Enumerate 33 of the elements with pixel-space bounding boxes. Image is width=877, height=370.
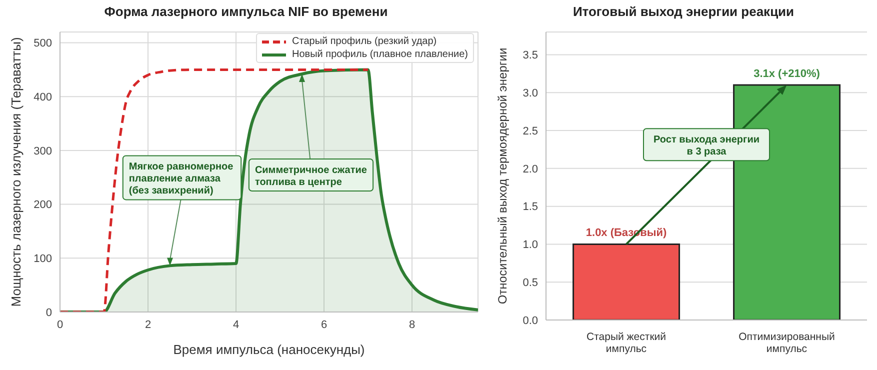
y-axis-title: Относительный выход термоядерной энергии [495, 48, 510, 304]
chart-title: Итоговый выход энергии реакции [572, 3, 796, 21]
x-tick-label: 2 [144, 318, 152, 331]
annotation: Симметричное сжатие топлива в центре [254, 165, 368, 188]
data-label: 3.1x (+210%) [754, 68, 820, 80]
line-series [60, 68, 370, 312]
x-axis-title: Время импульса (наносекунды) [173, 342, 365, 357]
annotation: Рост выхода энергии в 3 раза [654, 134, 760, 158]
y-tick-label: 2.5 [522, 125, 538, 138]
y-tick-label: 0.5 [522, 277, 538, 290]
x-tick-label: Оптимизированный импульс [738, 331, 836, 355]
y-tick-label: 400 [34, 92, 52, 104]
y-tick-label: 100 [34, 253, 52, 266]
y-tick-label: 300 [34, 145, 52, 158]
y-tick-label: 3.0 [522, 88, 538, 100]
x-tick-label: Старый жесткий импульс [586, 331, 666, 355]
y-tick-label: 1.0 [522, 239, 538, 252]
y-tick-label: 2.0 [522, 163, 538, 176]
x-tick-label: 8 [408, 318, 416, 331]
legend-label: Старый профиль (резкий удар) [292, 35, 437, 48]
x-tick-label: 0 [56, 318, 64, 331]
annotation: Мягкое равномерное плавление алмаза (без завихрений) [128, 162, 234, 197]
y-tick-label: 0 [46, 306, 52, 319]
legend-label: Новый профиль (плавное плавление) [292, 48, 468, 61]
x-tick-label: 6 [320, 318, 328, 331]
y-tick-label: 0.0 [522, 314, 538, 327]
y-tick-label: 3.5 [522, 50, 538, 62]
y-tick-label: 500 [34, 38, 52, 50]
chart-title: Форма лазерного импульса NIF во времени [103, 3, 389, 21]
y-tick-label: 200 [34, 199, 52, 212]
x-tick-label: 4 [232, 318, 240, 331]
y-axis-title: Мощность лазерного излучения (Тераватты) [8, 37, 24, 307]
y-tick-label: 1.5 [522, 201, 538, 214]
